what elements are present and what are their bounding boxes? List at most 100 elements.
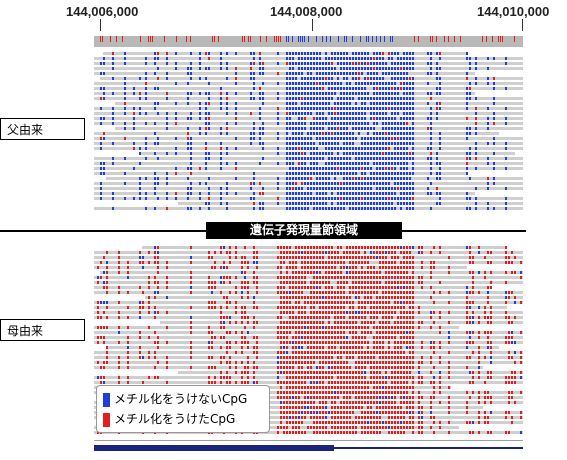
cpg-mark <box>394 426 396 429</box>
cpg-mark <box>313 187 315 190</box>
coverage-tick <box>430 36 431 42</box>
cpg-mark <box>343 187 345 190</box>
cpg-mark <box>289 157 291 160</box>
cpg-mark <box>226 187 228 190</box>
cpg-mark <box>298 406 300 409</box>
cpg-mark <box>409 246 411 249</box>
cpg-mark <box>340 147 342 150</box>
maternal-reads-panel[interactable] <box>94 246 523 436</box>
cpg-mark <box>370 97 372 100</box>
cpg-mark <box>430 57 432 60</box>
cpg-mark <box>316 202 318 205</box>
cpg-mark <box>343 147 345 150</box>
cpg-mark <box>244 271 246 274</box>
cpg-mark <box>475 122 477 125</box>
cpg-mark <box>331 67 333 70</box>
cpg-mark <box>190 187 192 190</box>
cpg-mark <box>370 107 372 110</box>
cpg-mark <box>295 187 297 190</box>
cpg-mark <box>385 261 387 264</box>
cpg-mark <box>103 281 105 284</box>
cpg-mark <box>307 197 309 200</box>
cpg-mark <box>307 296 309 299</box>
cpg-mark <box>370 376 372 379</box>
cpg-mark <box>508 356 510 359</box>
cpg-mark <box>139 351 141 354</box>
cpg-mark <box>352 117 354 120</box>
cpg-mark <box>295 321 297 324</box>
cpg-mark <box>331 132 333 135</box>
cpg-mark <box>394 261 396 264</box>
cpg-mark <box>403 326 405 329</box>
cpg-mark <box>439 341 441 344</box>
cpg-mark <box>334 182 336 185</box>
cpg-mark <box>187 92 189 95</box>
cpg-mark <box>304 167 306 170</box>
paternal-reads-panel[interactable] <box>94 52 523 212</box>
cpg-mark <box>112 67 114 70</box>
cpg-mark <box>505 62 507 65</box>
cpg-mark <box>346 137 348 140</box>
cpg-mark <box>280 311 282 314</box>
cpg-mark <box>295 261 297 264</box>
cpg-mark <box>400 197 402 200</box>
gene-annotation-track[interactable] <box>94 439 523 457</box>
cpg-mark <box>355 366 357 369</box>
cpg-mark <box>409 306 411 309</box>
cpg-mark <box>310 182 312 185</box>
cpg-mark <box>292 371 294 374</box>
cpg-mark <box>103 286 105 289</box>
cpg-mark <box>298 177 300 180</box>
cpg-mark <box>310 371 312 374</box>
cpg-mark <box>280 291 282 294</box>
cpg-mark <box>379 197 381 200</box>
cpg-mark <box>391 271 393 274</box>
cpg-mark <box>199 67 201 70</box>
cpg-mark <box>337 112 339 115</box>
cpg-mark <box>346 167 348 170</box>
cpg-mark <box>373 281 375 284</box>
cpg-mark <box>421 341 423 344</box>
cpg-mark <box>289 147 291 150</box>
cpg-mark <box>406 177 408 180</box>
cpg-mark <box>331 406 333 409</box>
cpg-mark <box>322 416 324 419</box>
cpg-mark <box>397 62 399 65</box>
cpg-mark <box>352 291 354 294</box>
cpg-mark <box>319 331 321 334</box>
cpg-mark <box>364 261 366 264</box>
cpg-mark <box>256 346 258 349</box>
cpg-mark <box>403 112 405 115</box>
cpg-mark <box>493 97 495 100</box>
cpg-mark <box>508 291 510 294</box>
cpg-mark <box>154 182 156 185</box>
cpg-mark <box>247 291 249 294</box>
cpg-mark <box>421 266 423 269</box>
cpg-mark <box>295 386 297 389</box>
cpg-mark <box>439 246 441 249</box>
cpg-mark <box>367 197 369 200</box>
cpg-mark <box>388 72 390 75</box>
cpg-mark <box>145 142 147 145</box>
cpg-mark <box>142 306 144 309</box>
cpg-mark <box>361 316 363 319</box>
cpg-mark <box>373 157 375 160</box>
cpg-mark <box>436 117 438 120</box>
cpg-mark <box>358 92 360 95</box>
cpg-mark <box>166 341 168 344</box>
cpg-mark <box>307 316 309 319</box>
cpg-mark <box>304 92 306 95</box>
cpg-mark <box>211 366 213 369</box>
cpg-mark <box>229 331 231 334</box>
cpg-mark <box>142 301 144 304</box>
cpg-mark <box>388 157 390 160</box>
cpg-mark <box>301 132 303 135</box>
cpg-mark <box>112 62 114 65</box>
cpg-mark <box>316 301 318 304</box>
cpg-mark <box>208 102 210 105</box>
cpg-mark <box>406 266 408 269</box>
cpg-mark <box>403 92 405 95</box>
cpg-mark <box>409 182 411 185</box>
cpg-mark <box>334 391 336 394</box>
cpg-mark <box>403 331 405 334</box>
